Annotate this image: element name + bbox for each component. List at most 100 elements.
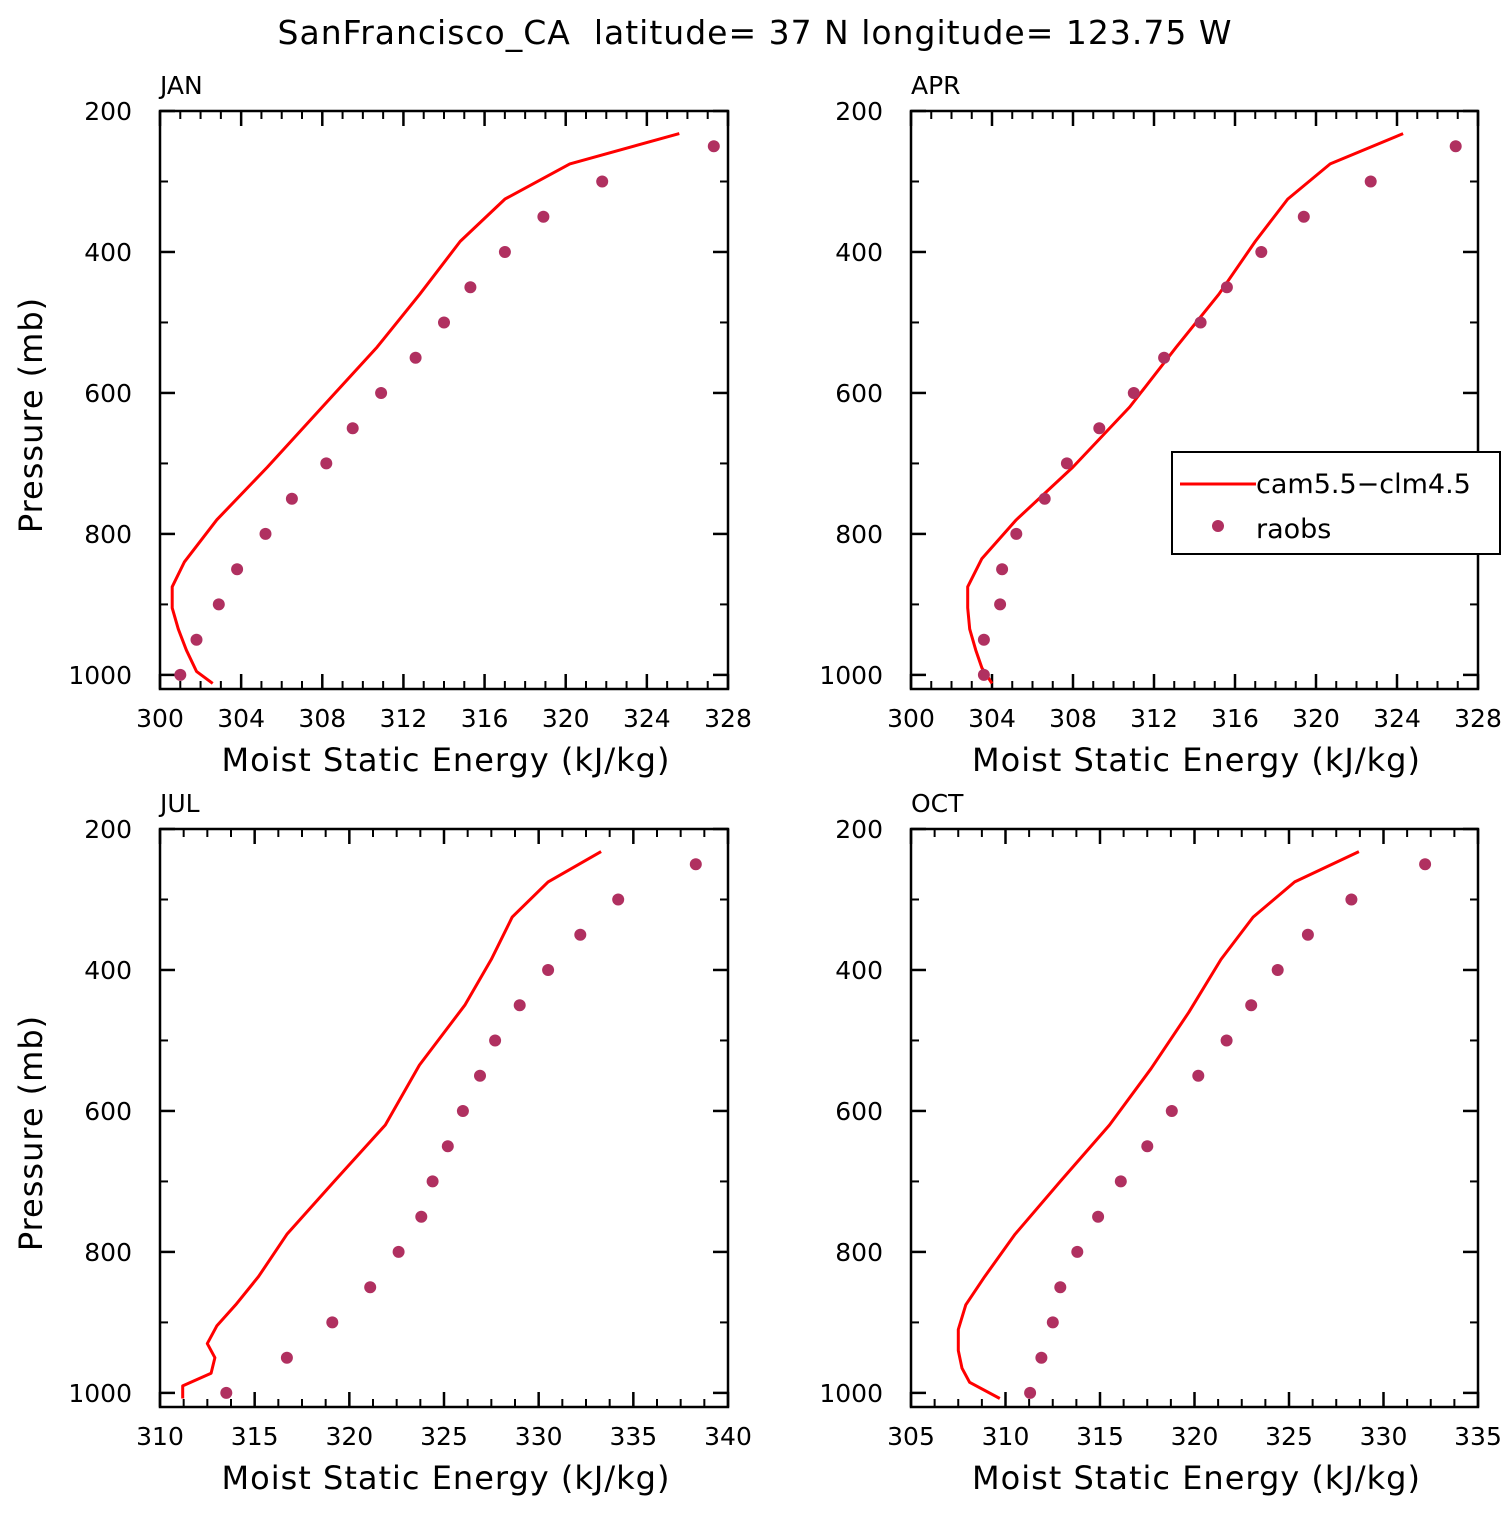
raobs-point — [1158, 351, 1171, 364]
raobs-point — [1038, 492, 1051, 505]
panel-label: JAN — [158, 71, 203, 100]
panel-apr: APR 300 304 308 312 316 320 324 328 200 400 600 800 1… — [819, 71, 1501, 779]
series-line-model — [181, 850, 602, 1399]
panel-jul: JUL 310 315 320 325 330 335 340 200 400 600 800 1000… — [12, 789, 752, 1497]
raobs-point — [392, 1245, 405, 1258]
x-axis-title: Moist Static Energy (kJ/kg) — [222, 1459, 671, 1497]
raobs-point — [542, 964, 555, 976]
raobs-point — [190, 633, 203, 646]
raobs-point — [280, 1351, 293, 1364]
x-tick-label: 310 — [982, 1422, 1030, 1451]
raobs-point — [1035, 1351, 1048, 1364]
legend-label: cam5.5−clm4.5 — [1256, 469, 1471, 500]
y-tick-label: 200 — [835, 97, 883, 126]
y-tick-label: 800 — [84, 520, 132, 549]
series-line-model — [966, 132, 1404, 685]
series-line-model — [170, 132, 680, 685]
raobs-point — [1054, 1281, 1067, 1294]
plot-frame — [158, 827, 730, 1409]
panel-oct: OCT 305 310 315 320 325 330 335 200 400 600 800 1000… — [819, 789, 1501, 1497]
y-tick-label: 1000 — [819, 661, 883, 690]
raobs-point — [1245, 999, 1258, 1012]
raobs-point — [231, 563, 244, 576]
raobs-point — [1071, 1245, 1084, 1258]
legend-label: raobs — [1256, 514, 1331, 545]
raobs-point — [596, 175, 609, 188]
x-tick-label: 320 — [1292, 704, 1340, 733]
y-tick-label: 1000 — [68, 1379, 132, 1408]
y-tick-label: 400 — [835, 238, 883, 267]
raobs-point — [689, 858, 702, 871]
x-tick-label: 305 — [887, 1422, 935, 1451]
y-axis-title: Pressure (mb) — [12, 297, 50, 533]
x-tick-label: 308 — [298, 704, 346, 733]
x-tick-label: 304 — [217, 704, 265, 733]
y-tick-label: 1000 — [68, 661, 132, 690]
x-tick-label: 304 — [968, 704, 1016, 733]
raobs-point — [513, 999, 526, 1012]
raobs-point — [1192, 1069, 1205, 1082]
raobs-point — [474, 1069, 486, 1082]
x-tick-label: 335 — [1454, 1422, 1502, 1451]
x-tick-label: 320 — [1171, 1422, 1219, 1451]
raobs-point — [409, 351, 422, 364]
y-tick-label: 400 — [84, 238, 132, 267]
x-tick-label: 312 — [1130, 704, 1178, 733]
x-tick-label: 316 — [1211, 704, 1259, 733]
x-axis-title: Moist Static Energy (kJ/kg) — [222, 741, 671, 779]
raobs-point — [574, 928, 587, 941]
raobs-point — [489, 1034, 502, 1047]
y-axis-title: Pressure (mb) — [12, 1015, 50, 1251]
raobs-point — [220, 1386, 233, 1399]
raobs-point — [1220, 281, 1233, 294]
raobs-point — [977, 668, 990, 681]
legend: cam5.5−clm4.5 raobs — [1171, 451, 1501, 555]
y-tick-label: 200 — [835, 815, 883, 844]
x-tick-label: 315 — [1076, 1422, 1124, 1451]
plot-frame — [909, 827, 1480, 1409]
raobs-point — [1301, 928, 1314, 941]
x-tick-label: 300 — [136, 704, 184, 733]
raobs-point — [320, 457, 333, 470]
raobs-point — [977, 633, 990, 646]
raobs-point — [415, 1210, 428, 1223]
y-tick-label: 400 — [84, 956, 132, 985]
raobs-point — [1092, 1210, 1105, 1223]
raobs-point — [994, 598, 1007, 611]
panels: JAN 300 304 308 312 316 320 324 328 200 400 600 800 1… — [12, 71, 1502, 1497]
x-tick-label: 320 — [542, 704, 590, 733]
legend-box — [1171, 451, 1501, 555]
y-tick-label: 400 — [835, 956, 883, 985]
raobs-point — [1141, 1140, 1154, 1153]
raobs-point — [426, 1175, 439, 1188]
x-tick-label: 328 — [1454, 704, 1502, 733]
x-tick-label: 324 — [1373, 704, 1421, 733]
raobs-point — [1364, 175, 1377, 188]
x-tick-label: 330 — [1360, 1422, 1408, 1451]
x-axis-title: Moist Static Energy (kJ/kg) — [972, 1459, 1421, 1497]
raobs-point — [364, 1281, 377, 1294]
x-tick-label: 300 — [887, 704, 935, 733]
panel-label: JUL — [158, 789, 200, 818]
raobs-point — [1127, 387, 1140, 399]
y-tick-label: 600 — [84, 1097, 132, 1126]
raobs-point — [346, 422, 359, 435]
raobs-point — [537, 210, 550, 223]
x-tick-label: 315 — [231, 1422, 279, 1451]
plot-frame — [158, 109, 730, 691]
raobs-point — [1220, 1034, 1233, 1047]
raobs-point — [1449, 140, 1462, 153]
raobs-point — [438, 316, 450, 329]
x-axis-title: Moist Static Energy (kJ/kg) — [972, 741, 1421, 779]
raobs-point — [441, 1140, 454, 1153]
raobs-point — [259, 527, 272, 540]
y-tick-label: 1000 — [819, 1379, 883, 1408]
y-tick-label: 200 — [84, 97, 132, 126]
raobs-point — [1271, 964, 1284, 976]
x-tick-label: 320 — [325, 1422, 373, 1451]
y-tick-label: 800 — [835, 520, 883, 549]
x-tick-label: 324 — [623, 704, 671, 733]
legend-marker-swatch — [1212, 520, 1224, 532]
raobs-point — [1345, 893, 1358, 906]
